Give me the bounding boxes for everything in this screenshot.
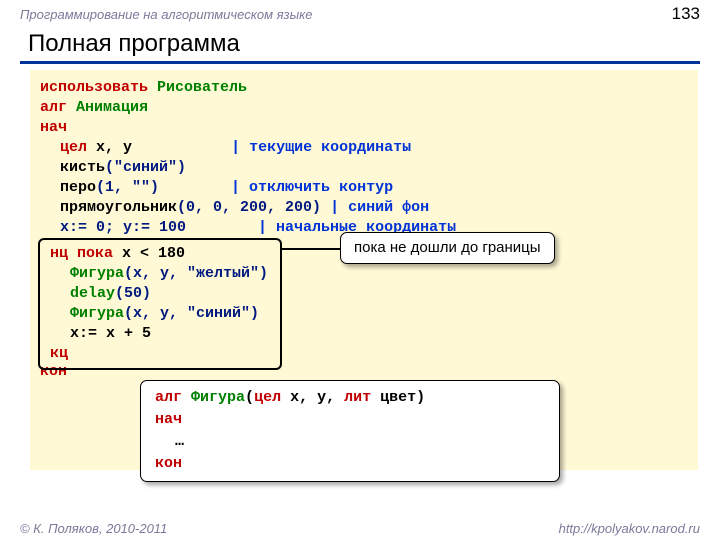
code-line: алг Анимация <box>40 98 688 118</box>
kw-alg: алг <box>155 389 182 406</box>
copyright: © К. Поляков, 2010-2011 <box>20 521 167 536</box>
arg: (1, "") <box>96 179 159 196</box>
arg: (x, y, "желтый") <box>124 265 268 282</box>
sig-line: нач <box>155 409 545 431</box>
site-url: http://kpolyakov.narod.ru <box>559 521 700 536</box>
callout-box: пока не дошли до границы <box>340 232 555 264</box>
vars: x, y <box>96 139 132 156</box>
paren: ( <box>245 389 254 406</box>
code-line: x:= x + 5 <box>70 324 268 344</box>
arg: (50) <box>115 285 151 302</box>
kw-alg: алг <box>40 99 67 116</box>
comment: | синий фон <box>330 199 429 216</box>
header-strip: Программирование на алгоритмическом язык… <box>0 0 720 26</box>
footer: © К. Поляков, 2010-2011 http://kpolyakov… <box>0 521 720 536</box>
assign: x:= 0; y:= 100 <box>60 219 186 236</box>
page-number: 133 <box>672 4 700 24</box>
kw-endloop: кц <box>50 345 68 362</box>
alg-name: Анимация <box>76 99 148 116</box>
step: x:= x + 5 <box>70 325 151 342</box>
callout-connector <box>282 248 342 250</box>
code-line: кисть("синий") <box>60 158 688 178</box>
ellipsis: … <box>175 433 184 450</box>
fn-name: Фигура <box>191 389 245 406</box>
kw-end: кон <box>155 455 182 472</box>
params: x, y, <box>290 389 344 406</box>
sig-line: алг Фигура(цел x, y, лит цвет) <box>155 387 545 409</box>
code-line: нач <box>40 118 688 138</box>
kw-loop: нц пока <box>50 245 113 262</box>
fn-rect: прямоугольник <box>60 199 177 216</box>
kw-use: использовать <box>40 79 148 96</box>
loop-box: нц пока x < 180 Фигура(x, y, "желтый") d… <box>38 238 282 370</box>
arg: (x, y, "синий") <box>124 305 259 322</box>
signature-box: алг Фигура(цел x, y, лит цвет) нач … кон <box>140 380 560 482</box>
kw-begin: нач <box>155 411 182 428</box>
lib-name: Рисователь <box>157 79 247 96</box>
sig-line: … <box>175 431 545 453</box>
kw-int: цел <box>60 139 87 156</box>
code-line: перо(1, "") | отключить контур <box>60 178 688 198</box>
comment: | текущие координаты <box>231 139 411 156</box>
kw-begin: нач <box>40 119 67 136</box>
fn-figure: Фигура <box>70 305 124 322</box>
kw-lit: лит <box>344 389 371 406</box>
code-line: Фигура(x, y, "синий") <box>70 304 268 324</box>
code-line: прямоугольник(0, 0, 200, 200) | синий фо… <box>60 198 688 218</box>
fn-brush: кисть <box>60 159 105 176</box>
loop-cond: x < 180 <box>122 245 185 262</box>
code-line: delay(50) <box>70 284 268 304</box>
param-color: цвет <box>371 389 416 406</box>
fn-delay: delay <box>70 285 115 302</box>
arg: ("синий") <box>105 159 186 176</box>
code-line: кц <box>50 344 268 364</box>
topic-label: Программирование на алгоритмическом язык… <box>20 7 313 22</box>
fn-figure: Фигура <box>70 265 124 282</box>
comment: | отключить контур <box>231 179 393 196</box>
code-line: нц пока x < 180 <box>50 244 268 264</box>
page-title: Полная программа <box>0 26 720 58</box>
sig-line: кон <box>155 453 545 475</box>
title-rule <box>20 61 700 64</box>
code-panel: использовать Рисователь алг Анимация нач… <box>30 70 698 470</box>
code-line: использовать Рисователь <box>40 78 688 98</box>
callout-text: пока не дошли до границы <box>354 239 541 256</box>
kw-int: цел <box>254 389 281 406</box>
paren: ) <box>416 389 425 406</box>
arg: (0, 0, 200, 200) <box>177 199 321 216</box>
code-line: цел x, y | текущие координаты <box>60 138 688 158</box>
fn-pen: перо <box>60 179 96 196</box>
code-line: Фигура(x, y, "желтый") <box>70 264 268 284</box>
